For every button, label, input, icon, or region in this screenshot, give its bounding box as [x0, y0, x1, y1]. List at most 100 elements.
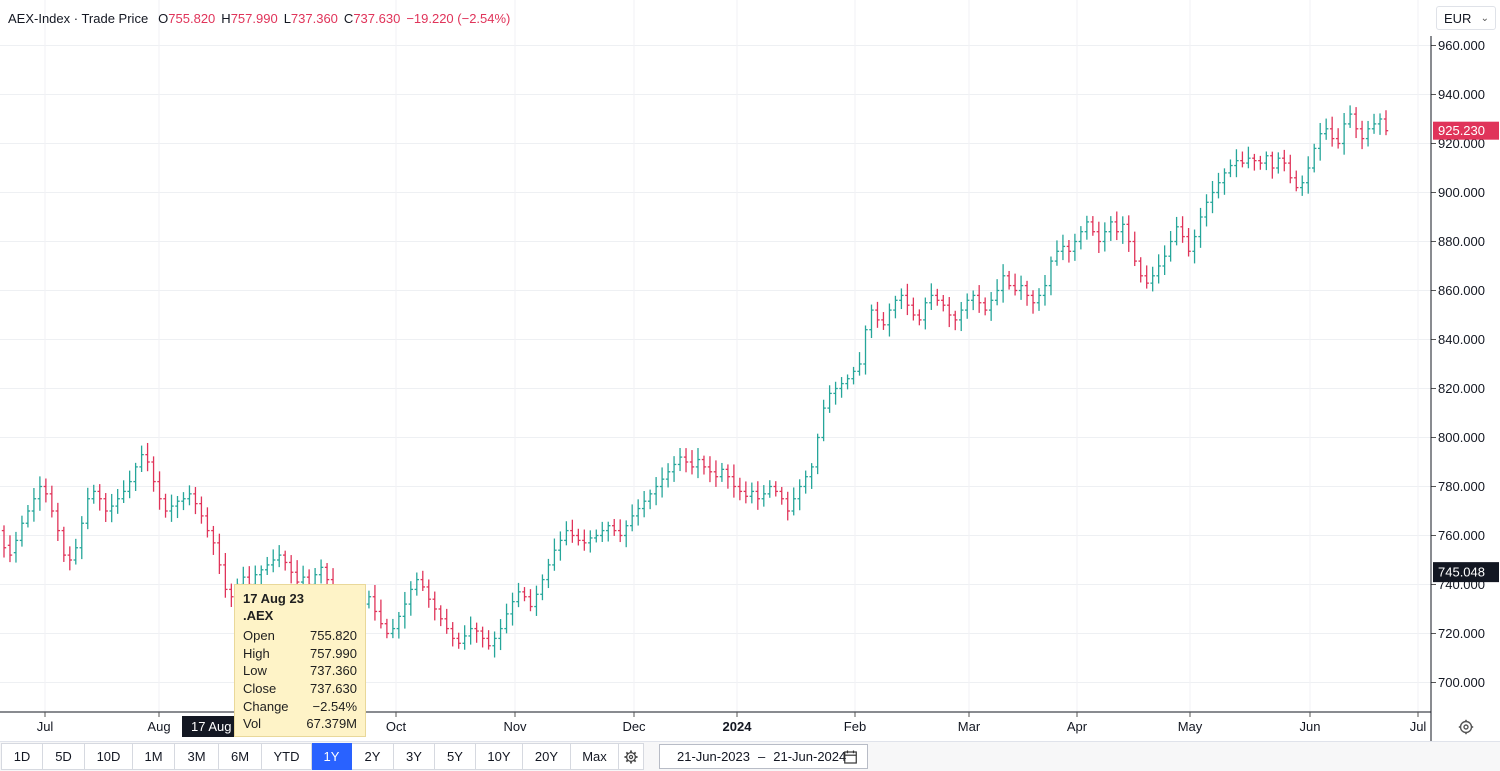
ohlc-bar — [1012, 273, 1018, 296]
ohlc-bar — [366, 590, 372, 609]
ohlc-bar — [1276, 152, 1281, 174]
ohlc-bar — [61, 526, 67, 562]
tooltip-row: Close 737.630 — [243, 680, 357, 698]
ohlc-bar — [474, 622, 479, 643]
date-range-picker[interactable]: 21-Jun-2023 – 21-Jun-2024 — [659, 744, 868, 769]
ohlc-bar — [402, 591, 408, 629]
tooltip-label: Low — [243, 663, 267, 679]
timeframe-button[interactable]: YTD — [262, 743, 312, 770]
timeframe-button[interactable]: 10Y — [476, 743, 523, 770]
change-value: −19.220 (−2.54%) — [406, 10, 511, 26]
timeframe-button[interactable]: 5D — [43, 743, 85, 770]
ohlc-bar — [163, 493, 168, 518]
timeframe-button[interactable]: 10D — [85, 743, 133, 770]
y-tick-label: 700.000 — [1438, 675, 1485, 690]
ohlc-bar — [911, 297, 916, 321]
ohlc-bar — [1377, 113, 1383, 135]
timeframe-button[interactable]: 20Y — [523, 743, 571, 770]
ohlc-bar — [647, 489, 653, 510]
tooltip-value: −2.54% — [312, 698, 357, 714]
date-separator: – — [758, 749, 766, 764]
ohlc-bar — [1192, 229, 1197, 264]
y-tick-label: 880.000 — [1438, 234, 1485, 249]
ohlc-bar — [773, 481, 778, 497]
price-chart[interactable]: 700.000720.000740.000760.000780.000800.0… — [0, 0, 1500, 741]
ohlc-bar — [1084, 215, 1090, 240]
ohlc-bar — [1162, 245, 1167, 275]
currency-value: EUR — [1444, 10, 1472, 26]
ohlc-bar — [923, 297, 928, 330]
y-tick-label: 960.000 — [1438, 38, 1485, 53]
ohlc-bar — [1078, 226, 1084, 250]
timeframe-button[interactable]: 1M — [133, 743, 175, 770]
ohlc-bar — [175, 495, 180, 519]
ohlc-bar — [1180, 216, 1185, 243]
timeframe-button[interactable]: 1D — [1, 743, 43, 770]
chart-header: AEX-Index · Trade Price O 755.820 H 757.… — [8, 8, 510, 28]
ohlc-bar — [73, 538, 78, 565]
ohlc-bar — [187, 485, 192, 506]
crosshair-x-label: 17 Aug 23 — [182, 716, 234, 737]
ohlc-bar — [67, 546, 73, 571]
ohlc-bar — [133, 462, 138, 492]
x-tick-label: Jul — [37, 719, 54, 734]
ohlc-bar — [211, 525, 216, 555]
high-key: H — [221, 10, 231, 26]
ohlc-bar — [438, 605, 443, 627]
timeframe-button[interactable]: 3M — [175, 743, 219, 770]
ohlc-bar — [151, 456, 156, 492]
timeframe-button[interactable]: 3Y — [394, 743, 435, 770]
x-tick-label: May — [1178, 719, 1203, 734]
y-tick-label: 800.000 — [1438, 430, 1485, 445]
ohlc-bar — [953, 310, 958, 331]
ohlc-bar — [384, 618, 390, 639]
ohlc-bar — [1066, 240, 1072, 263]
tooltip-row: Low 737.360 — [243, 662, 357, 680]
timeframe-settings-button[interactable] — [619, 743, 644, 770]
ohlc-bar — [510, 592, 515, 626]
ohlc-bar — [1168, 231, 1173, 262]
ohlc-bar — [516, 582, 521, 608]
ohlc-bar — [719, 462, 725, 482]
currency-select[interactable]: EUR ⌄ — [1436, 6, 1496, 30]
close-value: 737.630 — [353, 10, 401, 26]
open-key: O — [158, 10, 169, 26]
ohlc-bar — [318, 559, 324, 584]
ohlc-bar — [121, 480, 126, 503]
ohlc-bar — [1048, 256, 1054, 296]
ohlc-bar — [1359, 120, 1365, 150]
ohlc-bar — [1240, 151, 1245, 168]
chart-settings-button[interactable] — [1452, 714, 1480, 740]
ohlc-bar — [839, 377, 844, 398]
timeframe-button[interactable]: 2Y — [352, 743, 394, 770]
date-from: 21-Jun-2023 — [677, 749, 750, 764]
y-tick-label: 920.000 — [1438, 136, 1485, 151]
ohlc-bar — [1054, 240, 1060, 266]
ohlc-bar — [456, 632, 461, 649]
tooltip-label: High — [243, 645, 270, 661]
ohlc-bar — [1210, 181, 1215, 214]
ohlc-bar — [695, 448, 701, 479]
ohlc-bar — [1335, 128, 1341, 149]
x-tick-label: Oct — [386, 719, 407, 734]
x-tick-label: Feb — [844, 719, 866, 734]
calendar-icon — [844, 750, 857, 764]
ohlc-bar — [1108, 216, 1113, 241]
ohlc-bar — [803, 470, 808, 494]
ohlc-bar — [606, 521, 611, 542]
timeframe-button[interactable]: 5Y — [435, 743, 476, 770]
ohlc-bar — [737, 477, 743, 501]
ohlc-bar — [1072, 233, 1078, 261]
ohlc-bar — [875, 301, 880, 328]
y-tick-label: 820.000 — [1438, 381, 1485, 396]
x-tick-label: Aug — [147, 719, 170, 734]
timeframe-button-active[interactable]: 1Y — [312, 743, 352, 770]
x-tick-label: 2024 — [723, 719, 753, 734]
y-tick-label: 860.000 — [1438, 283, 1485, 298]
ohlc-bar — [1138, 257, 1143, 283]
timeframe-button[interactable]: 6M — [219, 743, 262, 770]
ohlc-bar — [767, 480, 772, 498]
ohlc-bar — [683, 448, 689, 473]
ohlc-bar — [929, 283, 934, 310]
timeframe-button[interactable]: Max — [571, 743, 619, 770]
